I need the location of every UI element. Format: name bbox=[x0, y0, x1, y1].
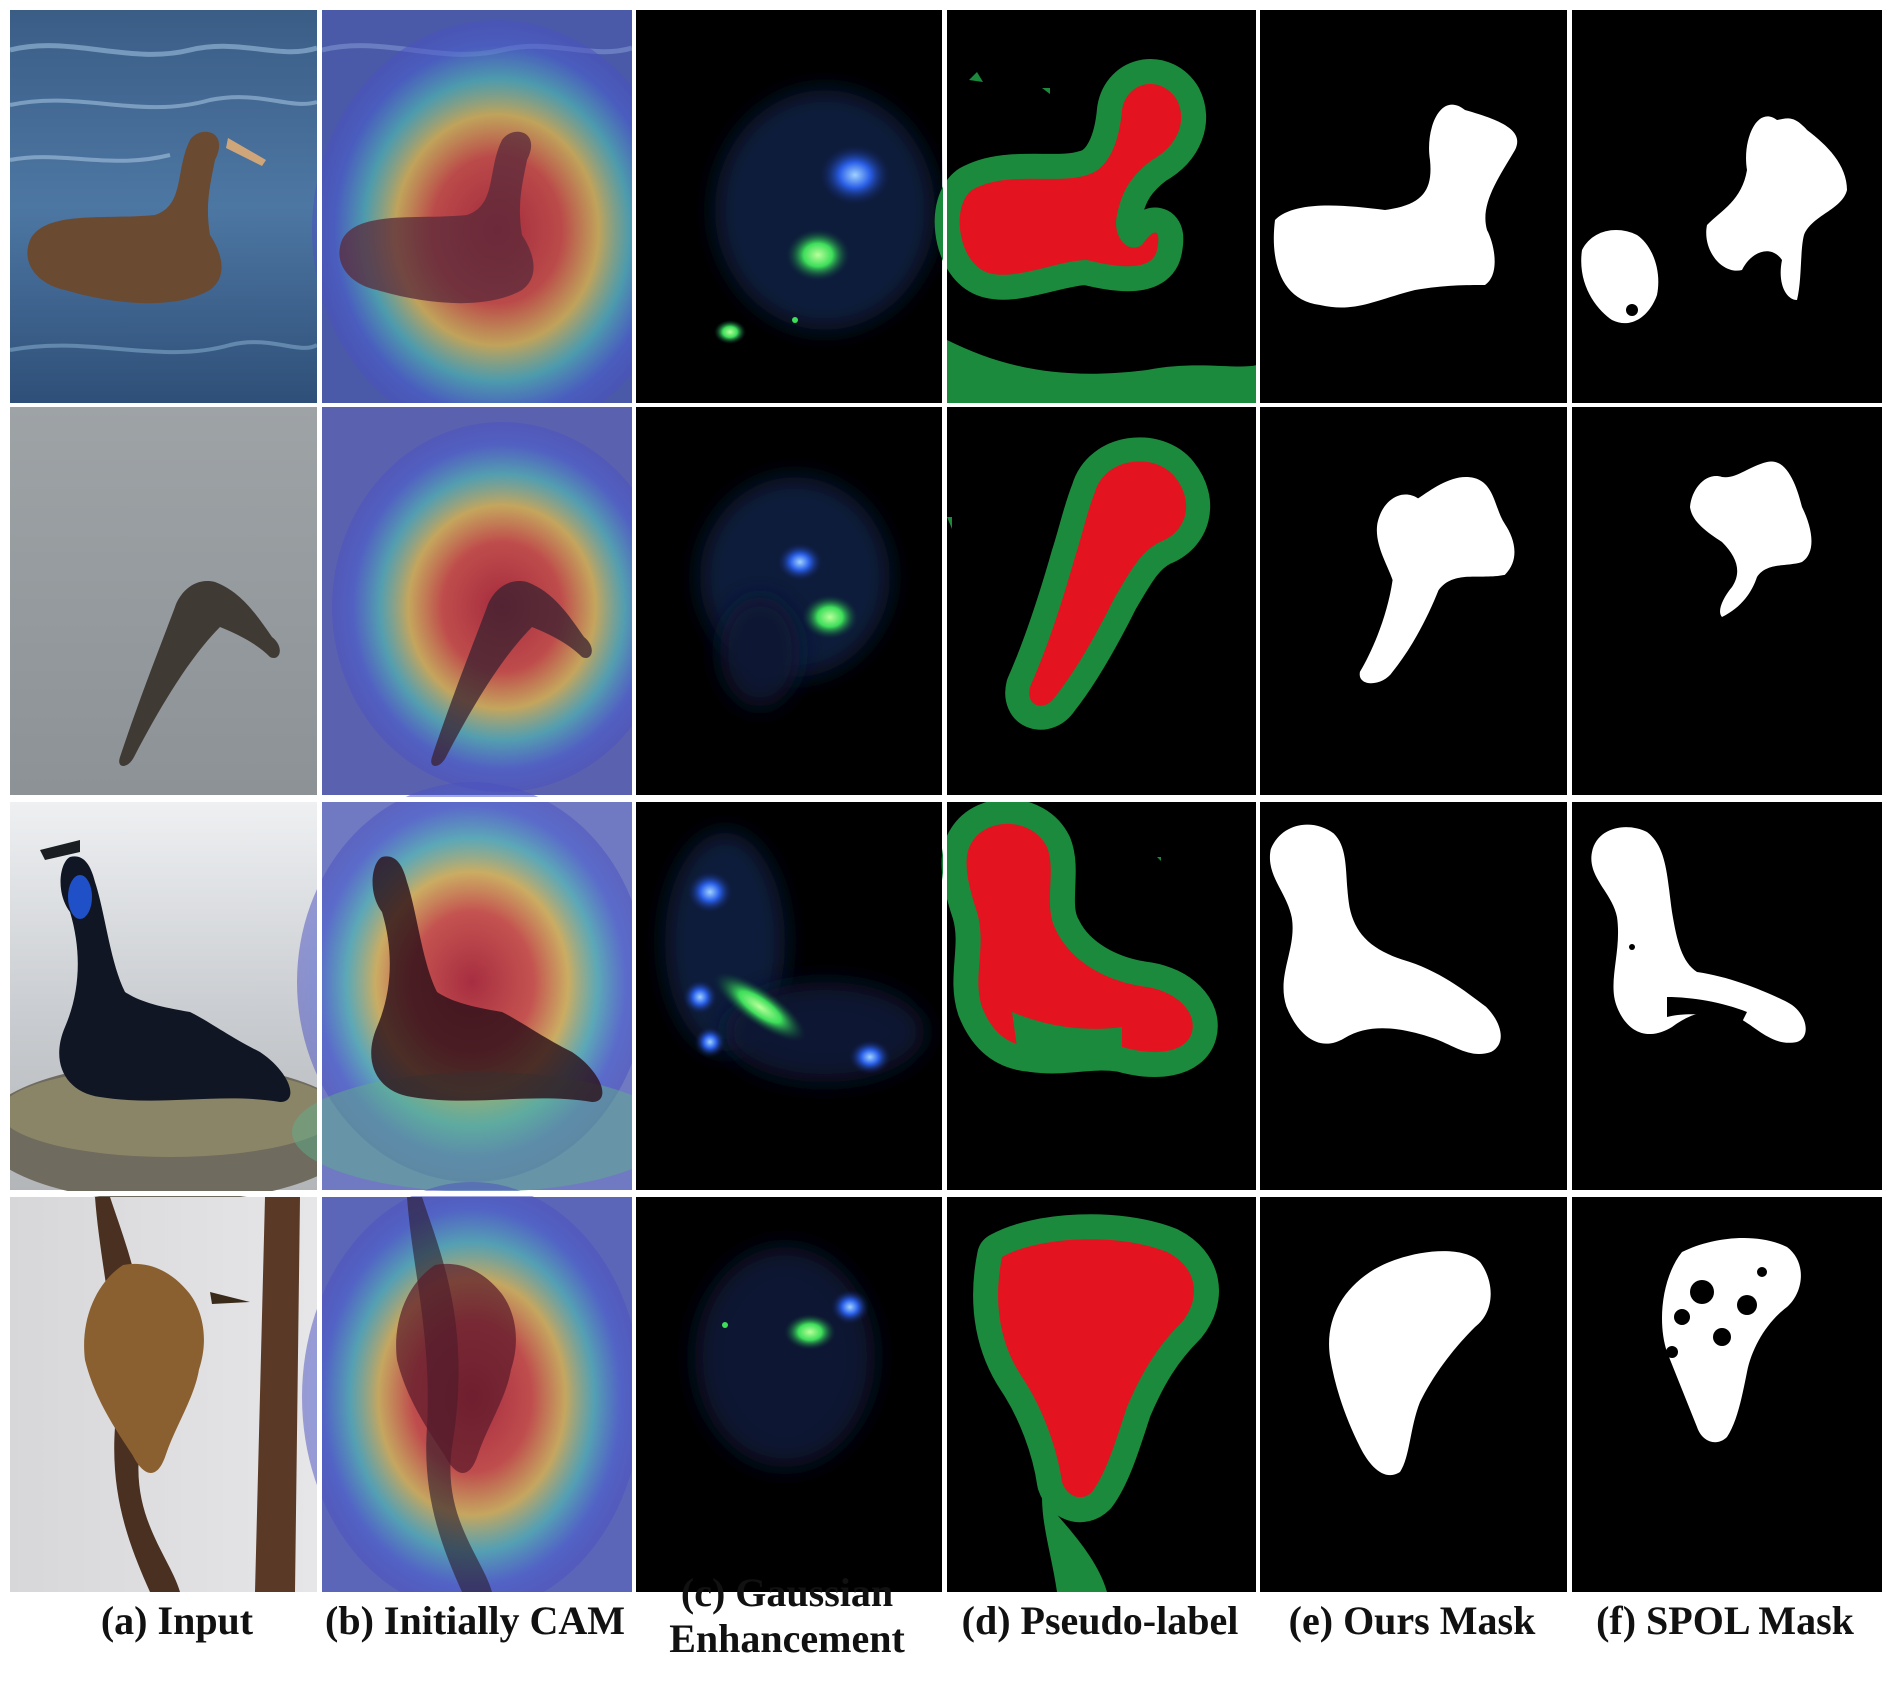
row-1-pseudo-label-image bbox=[947, 10, 1257, 403]
row-3-spol-mask-image bbox=[1572, 802, 1882, 1190]
row-4-spol-mask-image bbox=[1572, 1197, 1882, 1592]
caption-ours-mask: (e) Ours Mask bbox=[1288, 1598, 1536, 1643]
row-2-ours-mask-image bbox=[1260, 407, 1567, 795]
caption-initially-cam: (b) Initially CAM bbox=[325, 1598, 625, 1643]
row-3-ours-mask-image bbox=[1260, 802, 1567, 1190]
caption-input: (a) Input bbox=[100, 1598, 254, 1643]
row-2-pseudo-label-image bbox=[947, 407, 1257, 795]
row-3 bbox=[0, 782, 1882, 1202]
caption-spol-mask: (f) SPOL Mask bbox=[1596, 1598, 1854, 1643]
row-4 bbox=[10, 1182, 1882, 1612]
row-4-input-image bbox=[10, 1197, 317, 1592]
row-1-spol-mask-image bbox=[1572, 10, 1882, 403]
row-4-pseudo-label-image bbox=[947, 1197, 1257, 1592]
row-1-ours-mask-image bbox=[1260, 10, 1567, 403]
row-4-gaussian-image bbox=[635, 1197, 942, 1592]
caption-gaussian-line1: (c) Gaussian bbox=[680, 1570, 894, 1615]
row-3-cam-image bbox=[292, 782, 672, 1192]
row-2-cam-image bbox=[322, 407, 672, 795]
row-3-input-image bbox=[0, 802, 360, 1202]
row-2-input-image bbox=[10, 407, 317, 795]
row-2-spol-mask-image bbox=[1572, 407, 1882, 795]
row-1-input-image bbox=[9, 10, 319, 403]
caption-gaussian-enhancement: (c) Gaussian Enhancement bbox=[637, 1570, 937, 1662]
caption-pseudo-label: (d) Pseudo-label bbox=[961, 1598, 1239, 1643]
row-2 bbox=[10, 407, 1882, 795]
row-1 bbox=[9, 10, 1882, 440]
row-4-cam-image bbox=[302, 1182, 642, 1612]
row-3-gaussian-image bbox=[635, 802, 942, 1190]
row-1-gaussian-image bbox=[635, 10, 942, 403]
caption-gaussian-line2: Enhancement bbox=[669, 1616, 905, 1661]
row-4-ours-mask-image bbox=[1260, 1197, 1567, 1592]
row-1-cam-image bbox=[312, 10, 682, 440]
row-2-gaussian-image bbox=[635, 407, 942, 795]
row-3-pseudo-label-image bbox=[947, 802, 1257, 1190]
